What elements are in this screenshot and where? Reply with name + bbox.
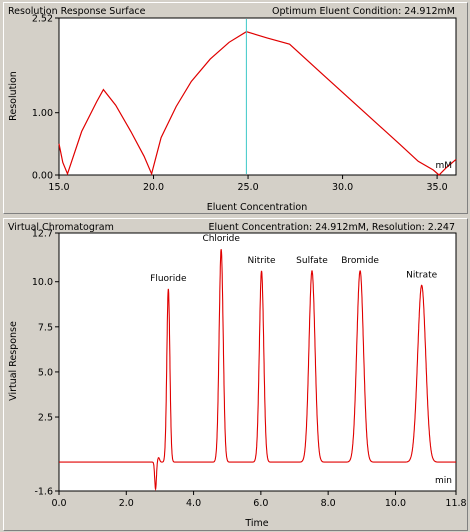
plot-area[interactable] [58,232,457,492]
plot-area[interactable] [58,17,457,176]
x-tick-label: 4.0 [186,498,201,509]
y-tick-label: 2.5 [38,413,53,424]
x-tick-label: 6.0 [253,498,268,509]
peak-label-bromide: Bromide [341,256,379,266]
virtual-chromatogram-panel: Virtual Chromatogram Eluent Concentratio… [3,218,468,531]
x-tick-label: 8.0 [321,498,336,509]
x-tick-label: 20.0 [143,182,164,193]
peak-label-nitrite: Nitrite [248,256,276,266]
y-axis-label: Virtual Response [8,321,19,401]
y-tick-label: 12.7 [32,229,53,240]
title-bar [4,3,467,17]
resolution-response-panel: Resolution Response Surface Optimum Elue… [3,2,468,214]
chart-title: Resolution Response Surface [8,6,146,17]
y-tick-label: -1.6 [34,487,53,498]
x-axis-label: Eluent Concentration [207,202,307,213]
x-unit-label: mM [435,161,452,171]
x-axis-label: Time [244,518,268,529]
y-tick-label: 0.00 [32,171,53,182]
peak-label-sulfate: Sulfate [296,256,328,266]
x-tick-label: 2.0 [119,498,134,509]
y-tick-label: 10.0 [32,277,53,288]
peak-label-nitrate: Nitrate [406,270,438,280]
virtual-chromatogram-chart: Virtual Chromatogram Eluent Concentratio… [4,219,467,529]
resolution-response-chart: Resolution Response Surface Optimum Elue… [4,3,467,213]
x-tick-label: 11.8 [445,498,466,509]
condition-annotation: Eluent Concentration: 24.912mM, Resoluti… [209,222,456,233]
x-tick-label: 15.0 [48,182,69,193]
peak-label-fluoride: Fluoride [150,274,187,284]
x-tick-label: 0.0 [51,498,66,509]
x-tick-label: 10.0 [385,498,406,509]
optimum-annotation: Optimum Eluent Condition: 24.912mM [272,6,455,17]
x-tick-label: 25.0 [237,182,258,193]
y-tick-label: 1.00 [32,108,53,119]
chromatogram-trace [59,249,456,492]
peak-label-chloride: Chloride [202,234,240,244]
title-bar [4,219,467,233]
chart-title: Virtual Chromatogram [8,222,114,233]
y-tick-label: 2.52 [32,14,53,25]
x-tick-label: 30.0 [332,182,353,193]
y-axis-label: Resolution [8,71,19,121]
resolution-series-line [58,31,457,176]
x-unit-label: min [435,476,452,486]
x-tick-label: 35.0 [427,182,448,193]
y-tick-label: 7.5 [38,322,53,333]
y-tick-label: 5.0 [38,367,53,378]
